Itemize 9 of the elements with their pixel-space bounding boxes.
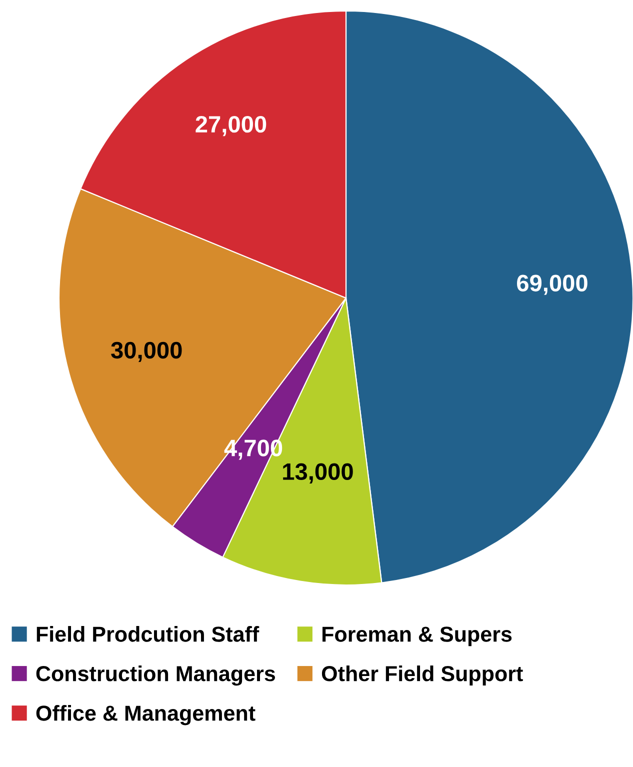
legend-label: Office & Management [36,705,256,726]
legend-label: Foreman & Supers [322,626,512,646]
data-label: 69,000 [517,274,588,295]
legend-label: Construction Managers [36,665,275,686]
legend-label: Other Field Support [322,665,523,686]
legend-label: Field Prodcution Staff [36,626,260,642]
data-label: 27,000 [196,116,266,136]
data-label: 30,000 [111,342,182,362]
data-label: 13,000 [283,463,353,484]
